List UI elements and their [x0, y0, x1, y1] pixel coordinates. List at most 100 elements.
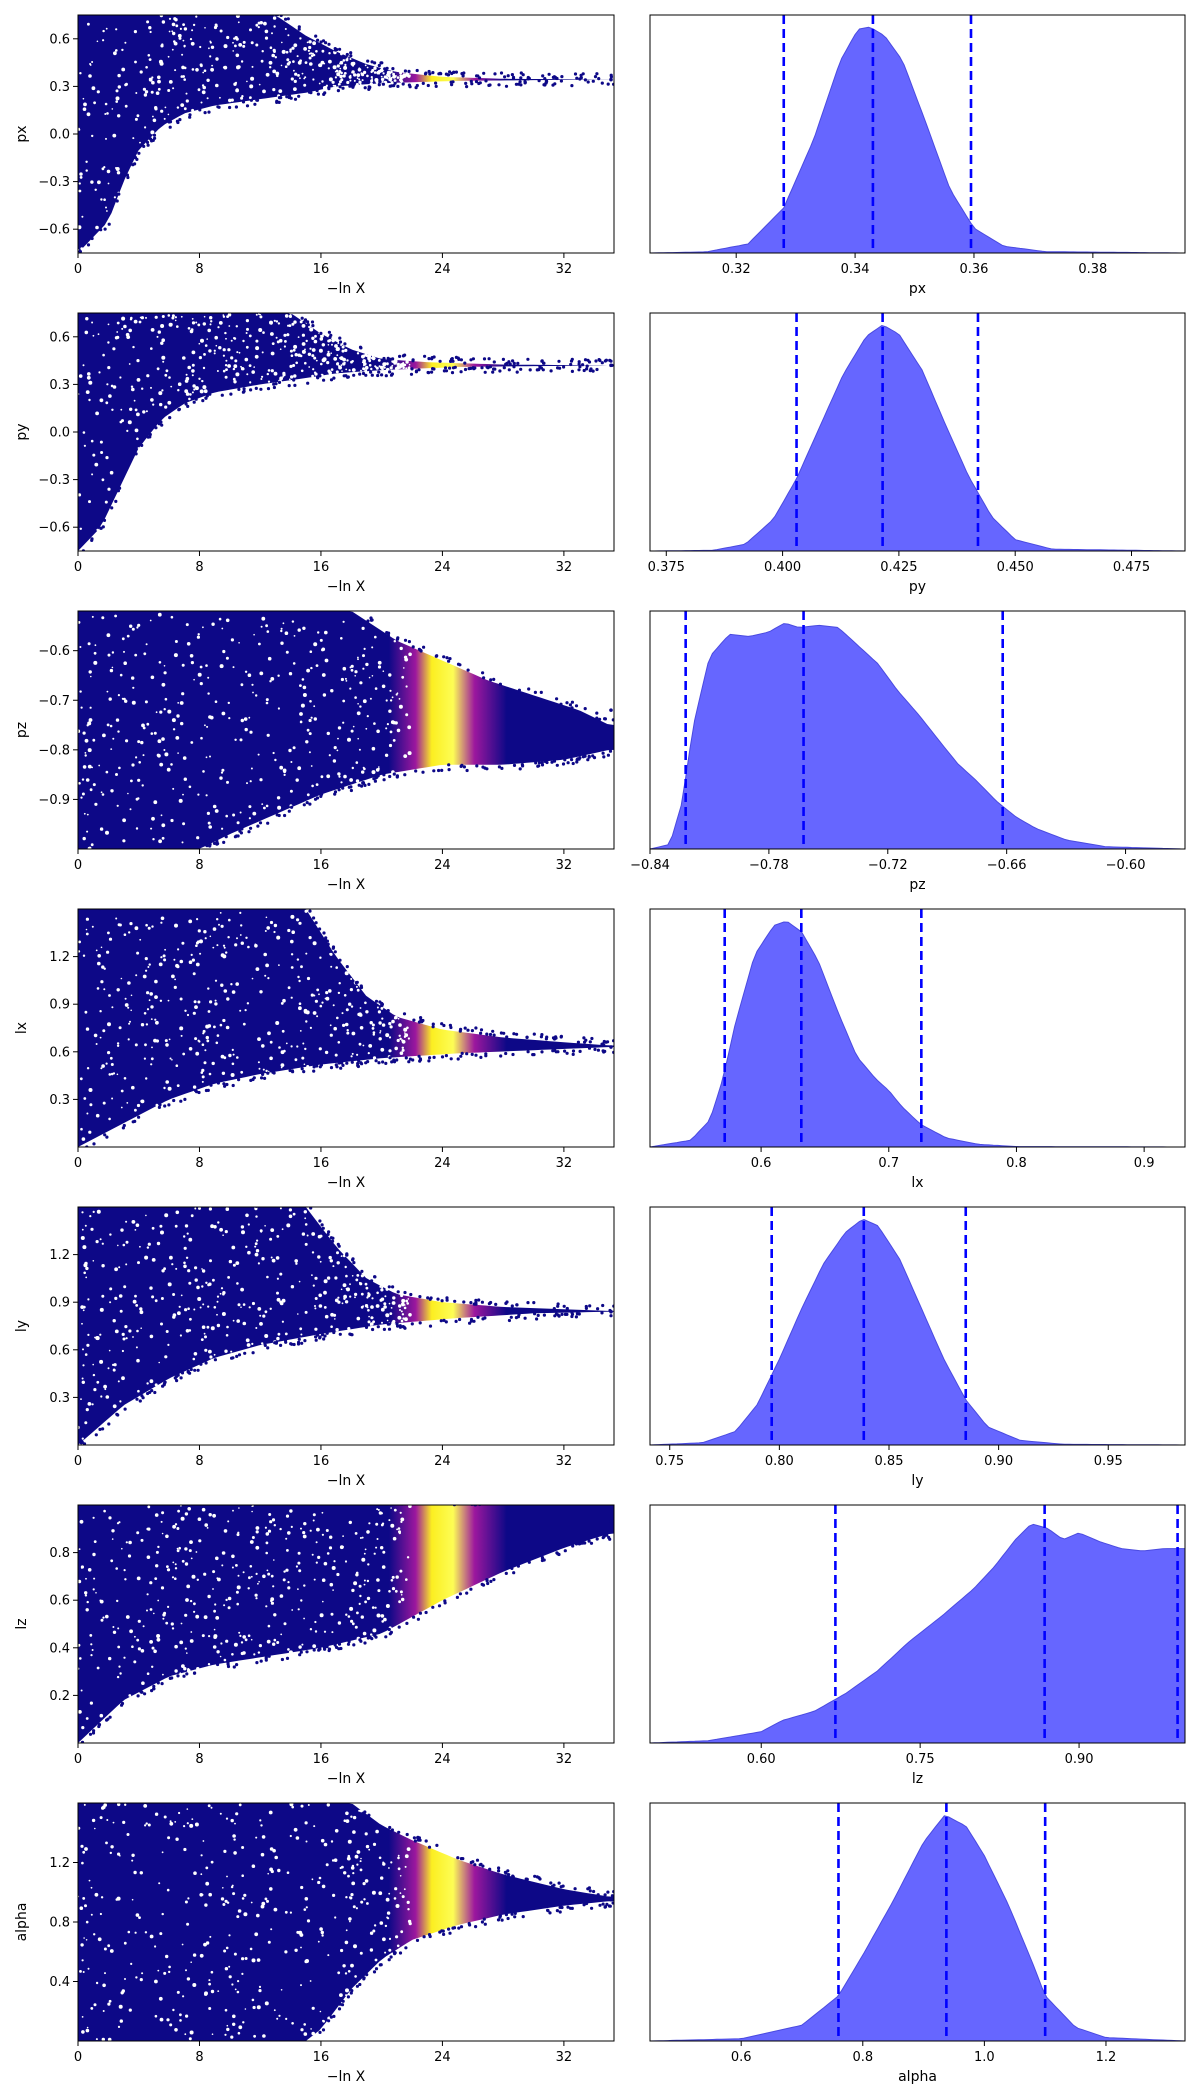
scatter-gap: [92, 1588, 95, 1591]
scatter-gap: [206, 78, 210, 83]
scatter-point: [161, 306, 164, 309]
scatter-gap: [336, 64, 340, 68]
scatter-gap: [265, 1541, 269, 1545]
scatter-point: [415, 1501, 418, 1504]
scatter-gap: [308, 751, 311, 754]
scatter-gap: [87, 764, 92, 769]
scatter-point: [212, 841, 217, 846]
scatter-gap: [82, 1245, 87, 1250]
scatter-point: [432, 367, 436, 371]
scatter-gap: [141, 723, 145, 728]
scatter-point: [354, 981, 358, 985]
scatter-point: [312, 916, 316, 920]
scatter-gap: [273, 930, 276, 934]
scatter-gap: [81, 778, 85, 781]
scatter-gap: [140, 316, 144, 320]
scatter-gap: [293, 635, 296, 637]
scatter-gap: [105, 830, 109, 835]
scatter-point: [251, 1498, 254, 1501]
scatter-point: [552, 1037, 557, 1041]
scatter-point: [197, 902, 200, 905]
scatter-point: [375, 1498, 378, 1501]
scatter-point: [528, 368, 532, 372]
scatter-gap: [136, 1638, 140, 1642]
scatter-gap: [241, 1846, 245, 1849]
scatter-gap: [239, 1009, 242, 1012]
scatter-gap: [250, 76, 255, 81]
scatter-point: [318, 1336, 322, 1340]
scatter-gap: [273, 923, 278, 928]
scatter-gap: [222, 1291, 226, 1295]
scatter-point: [110, 852, 113, 855]
scatter-point: [510, 73, 514, 77]
scatter-point: [498, 682, 502, 686]
scatter-gap: [128, 363, 131, 365]
x-tick-label: 0.60: [747, 1752, 776, 1767]
scatter-gap: [156, 367, 160, 371]
scatter-point: [367, 782, 371, 787]
scatter-gap: [266, 1275, 269, 1279]
scatter-gap: [402, 366, 405, 370]
scatter-point: [467, 367, 471, 371]
scatter-gap: [86, 813, 89, 816]
scatter-gap: [148, 26, 152, 30]
scatter-point: [275, 100, 279, 104]
scatter-point: [598, 717, 602, 721]
scatter-gap: [212, 1278, 215, 1282]
scatter-point: [546, 1909, 550, 1913]
scatter-gap: [236, 821, 240, 825]
scatter-point: [595, 716, 599, 720]
scatter-gap: [258, 83, 261, 86]
scatter-gap: [249, 381, 252, 384]
scatter-gap: [381, 1286, 384, 1289]
scatter-gap: [251, 1864, 256, 1868]
scatter-gap: [289, 789, 293, 793]
scatter-point: [340, 1061, 344, 1065]
scatter-point: [366, 1636, 370, 1640]
scatter-point: [133, 1500, 136, 1503]
scatter-gap: [299, 712, 303, 716]
scatter-gap: [309, 700, 312, 703]
scatter-point: [259, 1200, 262, 1203]
scatter-point: [251, 1077, 255, 1082]
scatter-gap: [299, 1327, 303, 1331]
scatter-gap: [87, 1402, 92, 1406]
scatter-gap: [102, 1101, 106, 1105]
scatter-gap: [332, 65, 337, 70]
scatter-gap: [100, 980, 104, 984]
scatter-gap: [388, 1948, 392, 1952]
scatter-point: [279, 96, 283, 100]
scatter-point: [338, 1332, 342, 1336]
scatter-gap: [292, 364, 296, 367]
scatter-gap: [87, 642, 91, 646]
scatter-gap: [86, 2026, 89, 2029]
scatter-point: [514, 82, 519, 86]
scatter-gap: [345, 1811, 349, 1816]
scatter-gap: [208, 825, 212, 829]
scatter-gap: [180, 75, 184, 78]
scatter-gap: [142, 974, 147, 979]
scatter-point: [267, 1654, 271, 1658]
scatter-gap: [216, 1295, 220, 1298]
scatter-gap: [342, 1023, 346, 1027]
scatter-gap: [175, 24, 179, 28]
scatter-point: [88, 1732, 93, 1736]
scatter-gap: [109, 724, 113, 728]
scatter-gap: [145, 316, 147, 319]
scatter-gap: [84, 1847, 88, 1851]
scatter-gap: [87, 1298, 90, 1301]
scatter-point: [448, 1931, 452, 1935]
scatter-gap: [150, 1018, 153, 1020]
scatter-gap: [294, 1259, 299, 1263]
scatter-point: [544, 1498, 547, 1501]
scatter-gap: [296, 55, 299, 58]
scatter-point: [222, 840, 226, 845]
scatter-gap: [324, 1050, 329, 1055]
scatter-gap: [131, 1898, 134, 1901]
scatter-point: [489, 678, 493, 682]
scatter-point: [201, 399, 205, 403]
scatter-point: [508, 362, 512, 366]
scatter-gap: [136, 1103, 141, 1108]
y-tick-label: 0.0: [49, 426, 70, 441]
scatter-gap: [351, 71, 353, 74]
